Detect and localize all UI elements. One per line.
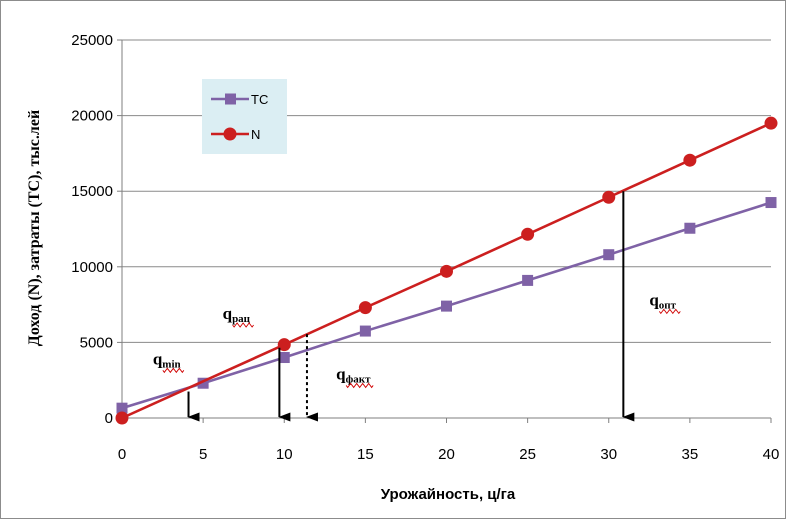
series-n (115, 116, 778, 425)
legend-marker (223, 127, 237, 141)
x-tick-label: 30 (600, 446, 617, 463)
legend-label: TC (251, 92, 268, 107)
spellcheck-underline (658, 308, 681, 315)
legend-marker (225, 93, 236, 105)
data-point (603, 249, 615, 261)
data-point (441, 300, 452, 312)
data-point (440, 264, 453, 278)
annotation-label: qфакт (336, 364, 371, 385)
y-tick-label: 10000 (71, 259, 113, 276)
x-axis-title: Урожайность, ц/га (381, 486, 516, 503)
x-tick-label: 40 (763, 446, 780, 463)
axes: 0 5000 10000 15000 20000 25000 0 5 10 15 20 25 30 35 4… (71, 32, 779, 463)
data-point (684, 222, 696, 234)
x-tick-label: 5 (199, 446, 207, 463)
data-point (683, 153, 697, 167)
data-point (197, 377, 209, 389)
data-point (521, 227, 535, 241)
annotation-label: qопт (649, 290, 676, 311)
series-line (121, 121, 772, 420)
data-point (602, 190, 616, 204)
data-point (278, 352, 290, 364)
data-point (522, 274, 534, 286)
annotation-arrows (187, 191, 635, 422)
annotations: qmin qрац qфакт qопт (153, 290, 681, 389)
legend-item-tc: TC (211, 92, 268, 107)
x-tick-label: 0 (118, 446, 126, 463)
y-tick-label: 20000 (71, 108, 113, 125)
data-point (764, 116, 778, 130)
data-point (358, 301, 372, 315)
x-tick-label: 10 (276, 446, 293, 463)
series-tc (116, 197, 777, 414)
data-point (115, 411, 129, 425)
series-layer (115, 116, 778, 425)
y-axis-title: Доход (N), затраты (ТС), тыс.лей (26, 110, 43, 346)
spellcheck-underline (345, 382, 374, 389)
y-tick-label: 25000 (71, 32, 113, 49)
data-point (116, 402, 128, 414)
legend-label: N (251, 127, 260, 142)
spellcheck-underline (232, 322, 254, 328)
x-tick-label: 15 (357, 446, 374, 463)
legend-box (202, 79, 287, 154)
y-tick-label: 15000 (71, 183, 113, 200)
data-point (765, 197, 777, 209)
x-tick-label: 20 (438, 446, 455, 463)
annotation-label: qрац (223, 304, 251, 325)
data-point (277, 338, 291, 352)
data-point (359, 325, 371, 337)
annotation-label: qmin (153, 349, 181, 370)
y-tick-label: 5000 (80, 334, 113, 351)
spellcheck-underline (162, 367, 185, 374)
x-tick-label: 35 (682, 446, 699, 463)
legend-item-n: N (211, 127, 260, 142)
y-tick-label: 0 (105, 410, 113, 427)
x-tick-label: 25 (519, 446, 536, 463)
legend: TC N (202, 79, 287, 154)
